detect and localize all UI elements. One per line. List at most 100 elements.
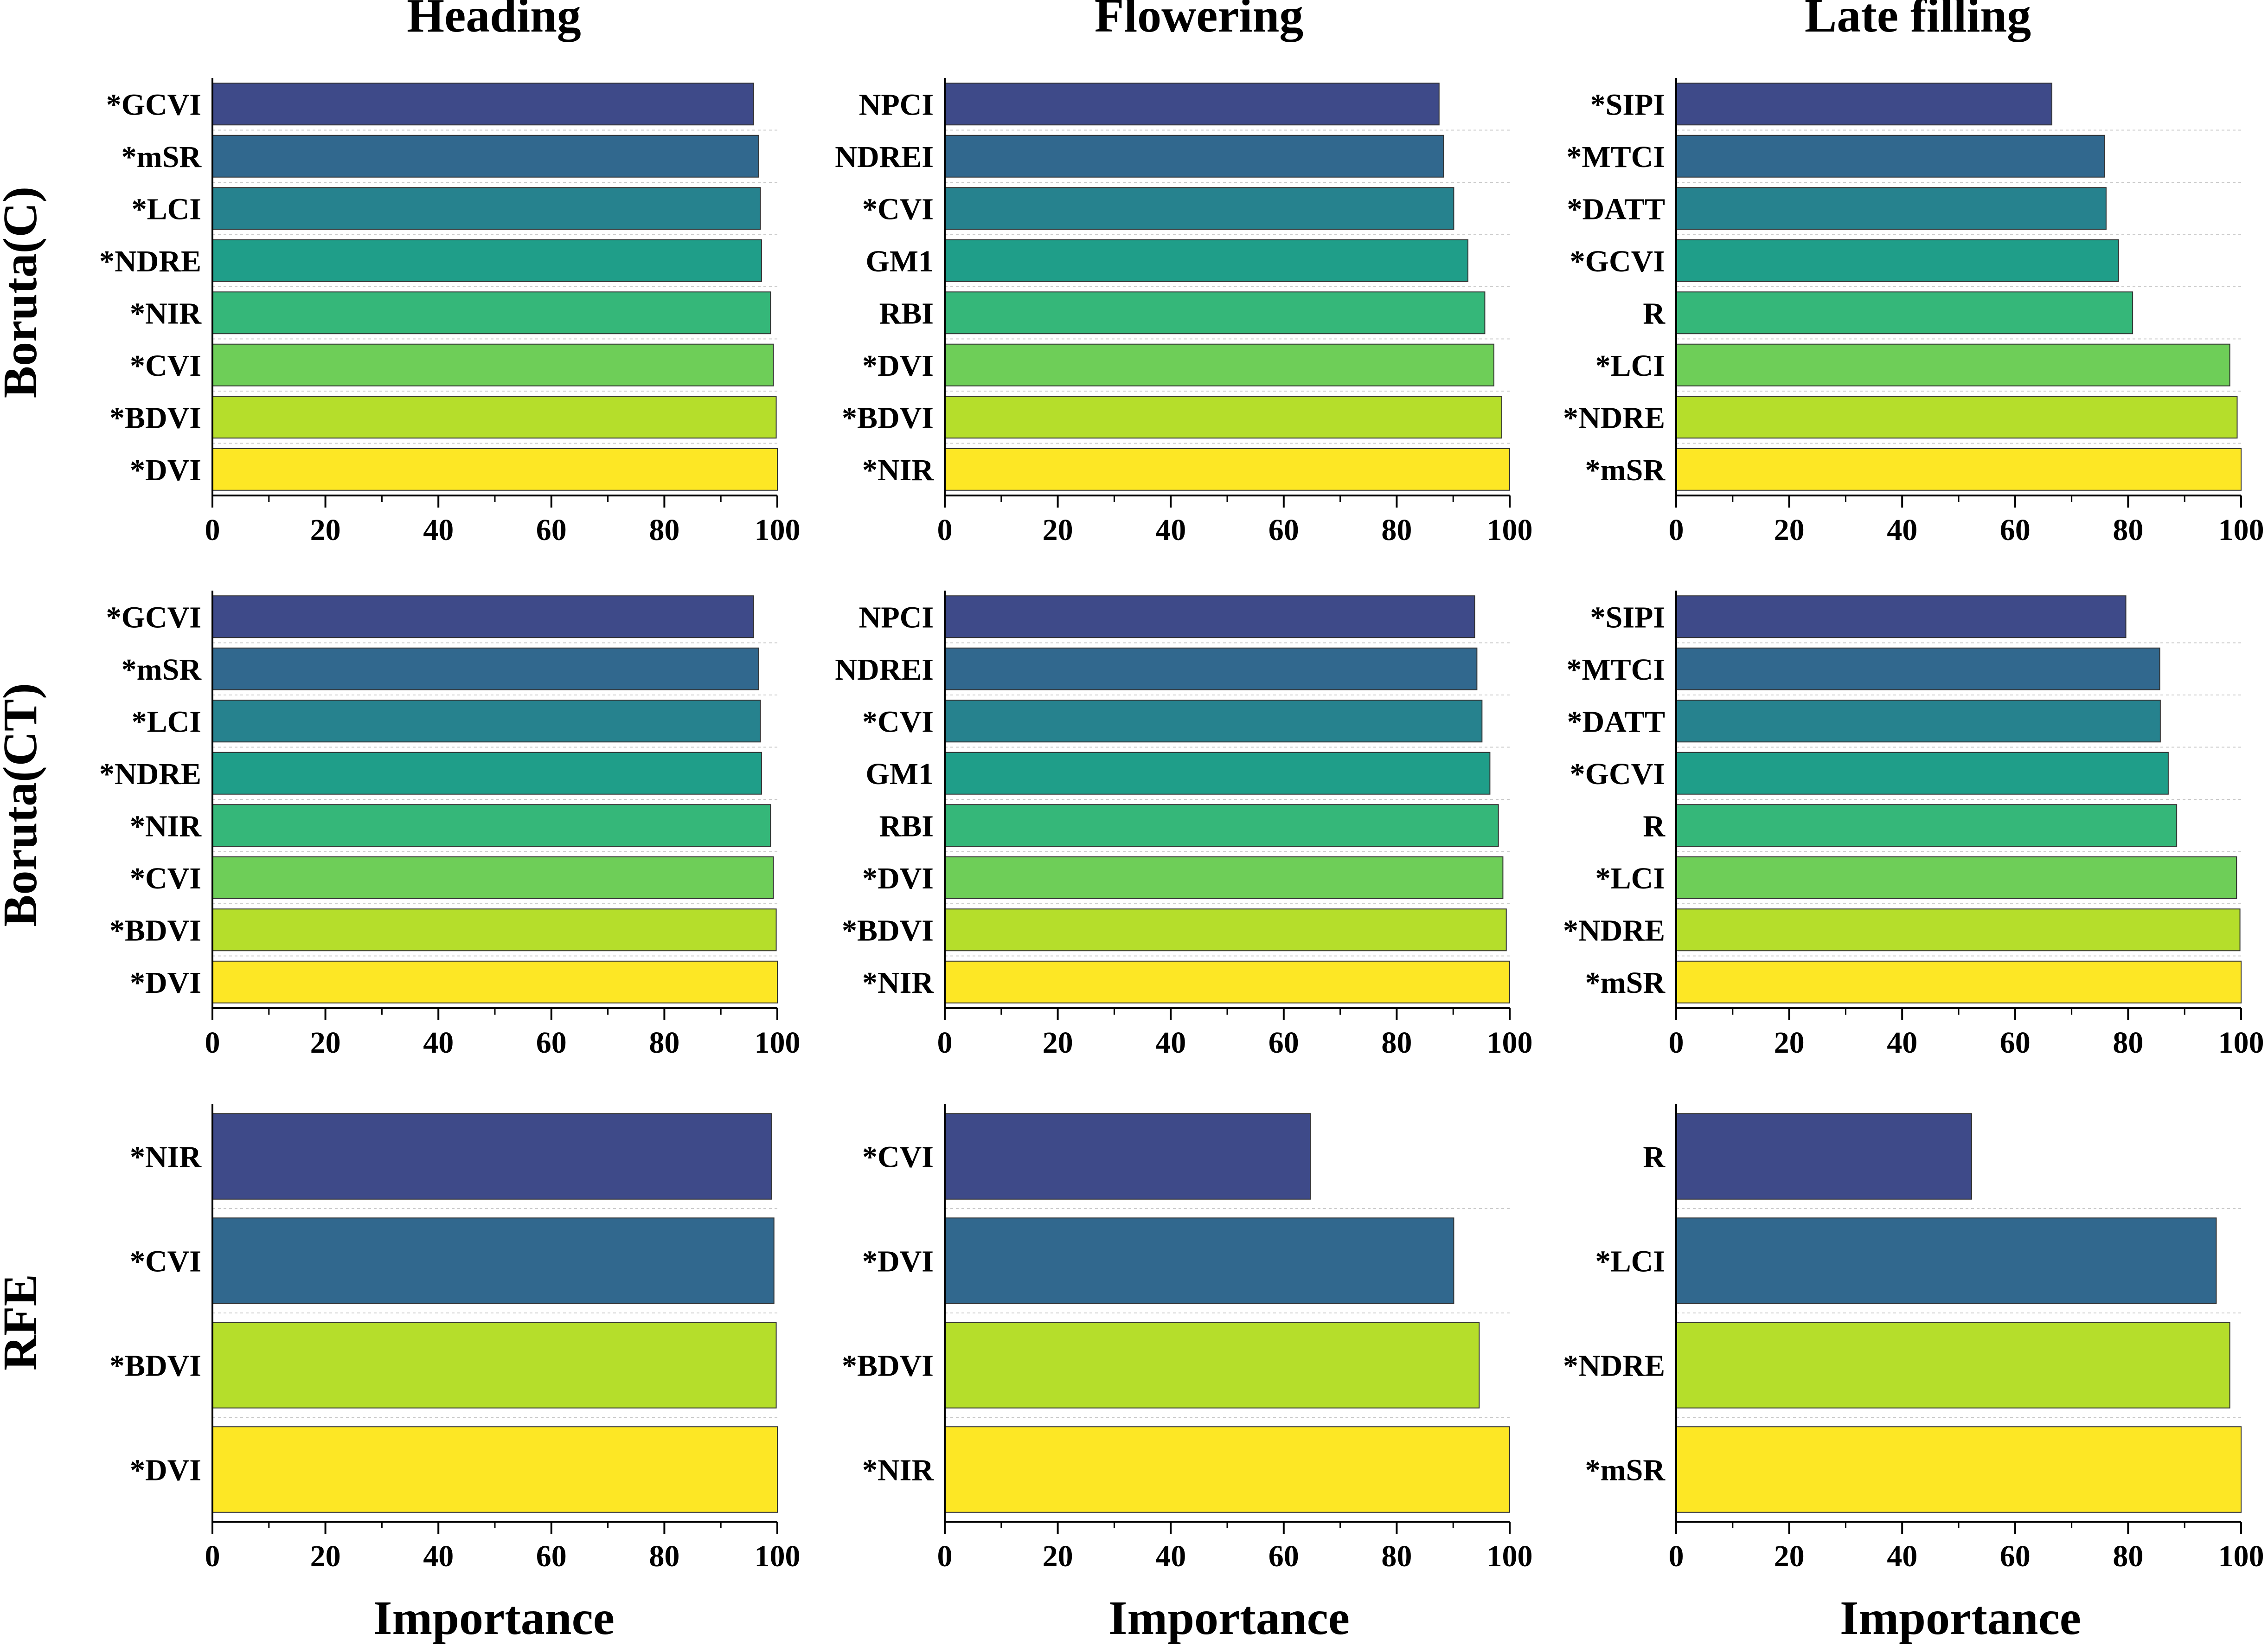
bar-rfe-heading-nir xyxy=(212,1113,772,1200)
category-label: *LCI xyxy=(1595,349,1665,383)
x-tick-label: 40 xyxy=(1155,1539,1186,1573)
bar-boruta-ct-flowering-bdvi xyxy=(944,908,1507,952)
x-tick-label: 100 xyxy=(1487,1026,1533,1060)
bar-boruta-c-flowering-cvi xyxy=(944,187,1454,230)
bar-boruta-c-late-filling-lci xyxy=(1676,343,2230,386)
x-tick-label: 60 xyxy=(1269,1026,1299,1060)
bar-boruta-ct-flowering-gm1 xyxy=(944,752,1491,795)
x-tick-label: 80 xyxy=(2113,1539,2143,1573)
category-label: *mSR xyxy=(1585,453,1666,487)
x-axis-title-flowering: Importance xyxy=(1108,1591,1350,1645)
bar-boruta-c-flowering-dvi xyxy=(944,343,1494,386)
x-tick-label: 60 xyxy=(1269,513,1299,547)
bar-boruta-c-heading-lci xyxy=(212,187,761,230)
x-tick-label: 60 xyxy=(536,1026,567,1060)
bar-rfe-heading-bdvi xyxy=(212,1322,777,1409)
x-tick-label: 40 xyxy=(1155,1026,1186,1060)
category-label: *NIR xyxy=(862,966,934,1000)
bar-boruta-ct-late-filling-mtci xyxy=(1676,647,2160,690)
category-label: *NDRE xyxy=(1563,1349,1665,1383)
x-tick-label: 20 xyxy=(310,513,341,547)
category-label: *CVI xyxy=(862,192,934,226)
bar-boruta-c-heading-cvi xyxy=(212,343,774,386)
x-tick-label: 60 xyxy=(2000,1026,2031,1060)
x-tick-label: 20 xyxy=(1774,1026,1805,1060)
category-label: *LCI xyxy=(132,705,201,739)
category-label: *mSR xyxy=(122,140,202,174)
category-label: NDREI xyxy=(835,140,934,174)
bar-boruta-ct-heading-dvi xyxy=(212,960,778,1004)
category-label: *CVI xyxy=(130,862,201,895)
bar-boruta-ct-flowering-rbi xyxy=(944,804,1499,847)
bar-boruta-ct-heading-ndre xyxy=(212,752,762,795)
bar-boruta-ct-heading-cvi xyxy=(212,856,774,899)
bar-boruta-c-late-filling-sipi xyxy=(1676,83,2052,126)
bar-boruta-c-flowering-ndrei xyxy=(944,135,1444,178)
x-tick-label: 40 xyxy=(423,1539,454,1573)
bar-boruta-ct-flowering-cvi xyxy=(944,700,1483,743)
bar-boruta-ct-late-filling-msr xyxy=(1676,960,2242,1004)
category-label: *NDRE xyxy=(1563,914,1665,947)
x-tick-label: 40 xyxy=(423,1026,454,1060)
category-label: *DATT xyxy=(1567,192,1665,226)
bar-boruta-ct-flowering-nir xyxy=(944,960,1510,1004)
category-label: *mSR xyxy=(122,653,202,687)
x-tick-label: 60 xyxy=(536,513,567,547)
bar-boruta-ct-late-filling-r xyxy=(1676,804,2178,847)
x-tick-label: 80 xyxy=(1381,513,1412,547)
category-label: *DVI xyxy=(130,1454,201,1487)
bar-rfe-late-filling-r xyxy=(1676,1113,1973,1200)
category-label: NDREI xyxy=(835,653,934,687)
bar-boruta-ct-flowering-ndrei xyxy=(944,647,1478,690)
category-label: R xyxy=(1643,809,1666,843)
bar-boruta-ct-heading-msr xyxy=(212,647,759,690)
category-label: *NDRE xyxy=(1563,401,1665,435)
x-tick-label: 60 xyxy=(1269,1539,1299,1573)
bar-boruta-ct-late-filling-gcvi xyxy=(1676,752,2169,795)
category-label: *NDRE xyxy=(99,244,201,278)
x-tick-label: 40 xyxy=(423,513,454,547)
x-tick-label: 40 xyxy=(1887,513,1917,547)
bar-boruta-c-heading-dvi xyxy=(212,448,778,491)
bar-rfe-heading-dvi xyxy=(212,1426,778,1513)
bar-rfe-flowering-nir xyxy=(944,1426,1510,1513)
bar-boruta-c-flowering-rbi xyxy=(944,291,1486,335)
column-title-late-filling: Late filling xyxy=(1805,0,2031,42)
category-label: *MTCI xyxy=(1566,653,1665,687)
category-label: *CVI xyxy=(862,1140,934,1174)
column-title-heading: Heading xyxy=(407,0,581,42)
x-tick-label: 0 xyxy=(937,1026,953,1060)
x-axis-title-late-filling: Importance xyxy=(1840,1591,2081,1645)
x-tick-label: 20 xyxy=(310,1026,341,1060)
x-tick-label: 100 xyxy=(2218,1539,2264,1573)
category-label: NPCI xyxy=(859,88,934,122)
column-title-flowering: Flowering xyxy=(1095,0,1304,42)
bar-boruta-c-late-filling-r xyxy=(1676,291,2133,335)
x-tick-label: 0 xyxy=(1669,1539,1684,1573)
bar-boruta-ct-late-filling-sipi xyxy=(1676,595,2127,638)
x-tick-label: 0 xyxy=(205,513,220,547)
category-label: GM1 xyxy=(865,244,934,278)
category-label: *mSR xyxy=(1585,1454,1666,1487)
category-label: *LCI xyxy=(132,192,201,226)
bar-boruta-c-heading-nir xyxy=(212,291,771,335)
x-tick-label: 0 xyxy=(1669,1026,1684,1060)
x-tick-label: 100 xyxy=(755,513,801,547)
bar-boruta-c-late-filling-msr xyxy=(1676,448,2242,491)
category-label: *CVI xyxy=(130,1245,201,1279)
bar-rfe-late-filling-lci xyxy=(1676,1217,2217,1304)
bar-boruta-ct-heading-lci xyxy=(212,700,761,743)
x-tick-label: 100 xyxy=(1487,1539,1533,1573)
category-label: *mSR xyxy=(1585,966,1666,1000)
x-tick-label: 80 xyxy=(1381,1026,1412,1060)
row-title-rfe: RFE xyxy=(0,1274,47,1370)
bar-boruta-c-flowering-bdvi xyxy=(944,396,1502,439)
bar-boruta-ct-flowering-npci xyxy=(944,595,1475,638)
x-tick-label: 20 xyxy=(1774,1539,1805,1573)
bar-rfe-flowering-cvi xyxy=(944,1113,1311,1200)
category-label: *DVI xyxy=(862,349,934,383)
panel-rfe-heading: *NIR *CVI *BDVI *DVI 0 20 40 60 80 100 xyxy=(109,1104,801,1573)
